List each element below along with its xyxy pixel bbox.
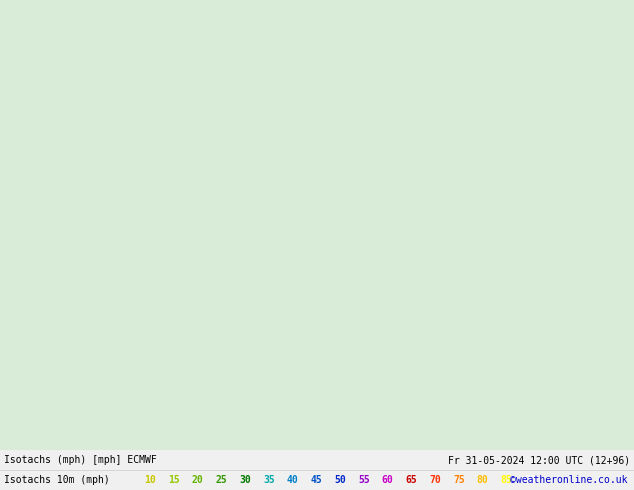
Text: 15: 15: [168, 475, 179, 485]
Text: 85: 85: [500, 475, 512, 485]
Text: 20: 20: [191, 475, 204, 485]
Text: 65: 65: [405, 475, 417, 485]
Text: Fr 31-05-2024 12:00 UTC (12+96): Fr 31-05-2024 12:00 UTC (12+96): [448, 455, 630, 465]
Text: 35: 35: [263, 475, 275, 485]
Text: 25: 25: [216, 475, 227, 485]
Text: 90: 90: [524, 475, 536, 485]
Text: 10: 10: [144, 475, 156, 485]
Text: Isotachs (mph) [mph] ECMWF: Isotachs (mph) [mph] ECMWF: [4, 455, 157, 465]
Text: 75: 75: [453, 475, 465, 485]
Text: 60: 60: [382, 475, 393, 485]
Text: 45: 45: [311, 475, 322, 485]
Text: ©weatheronline.co.uk: ©weatheronline.co.uk: [510, 475, 628, 485]
Text: 40: 40: [287, 475, 299, 485]
Text: 30: 30: [239, 475, 251, 485]
Text: 70: 70: [429, 475, 441, 485]
Text: Isotachs 10m (mph): Isotachs 10m (mph): [4, 475, 110, 485]
Text: 55: 55: [358, 475, 370, 485]
Text: 80: 80: [477, 475, 488, 485]
Text: 50: 50: [334, 475, 346, 485]
